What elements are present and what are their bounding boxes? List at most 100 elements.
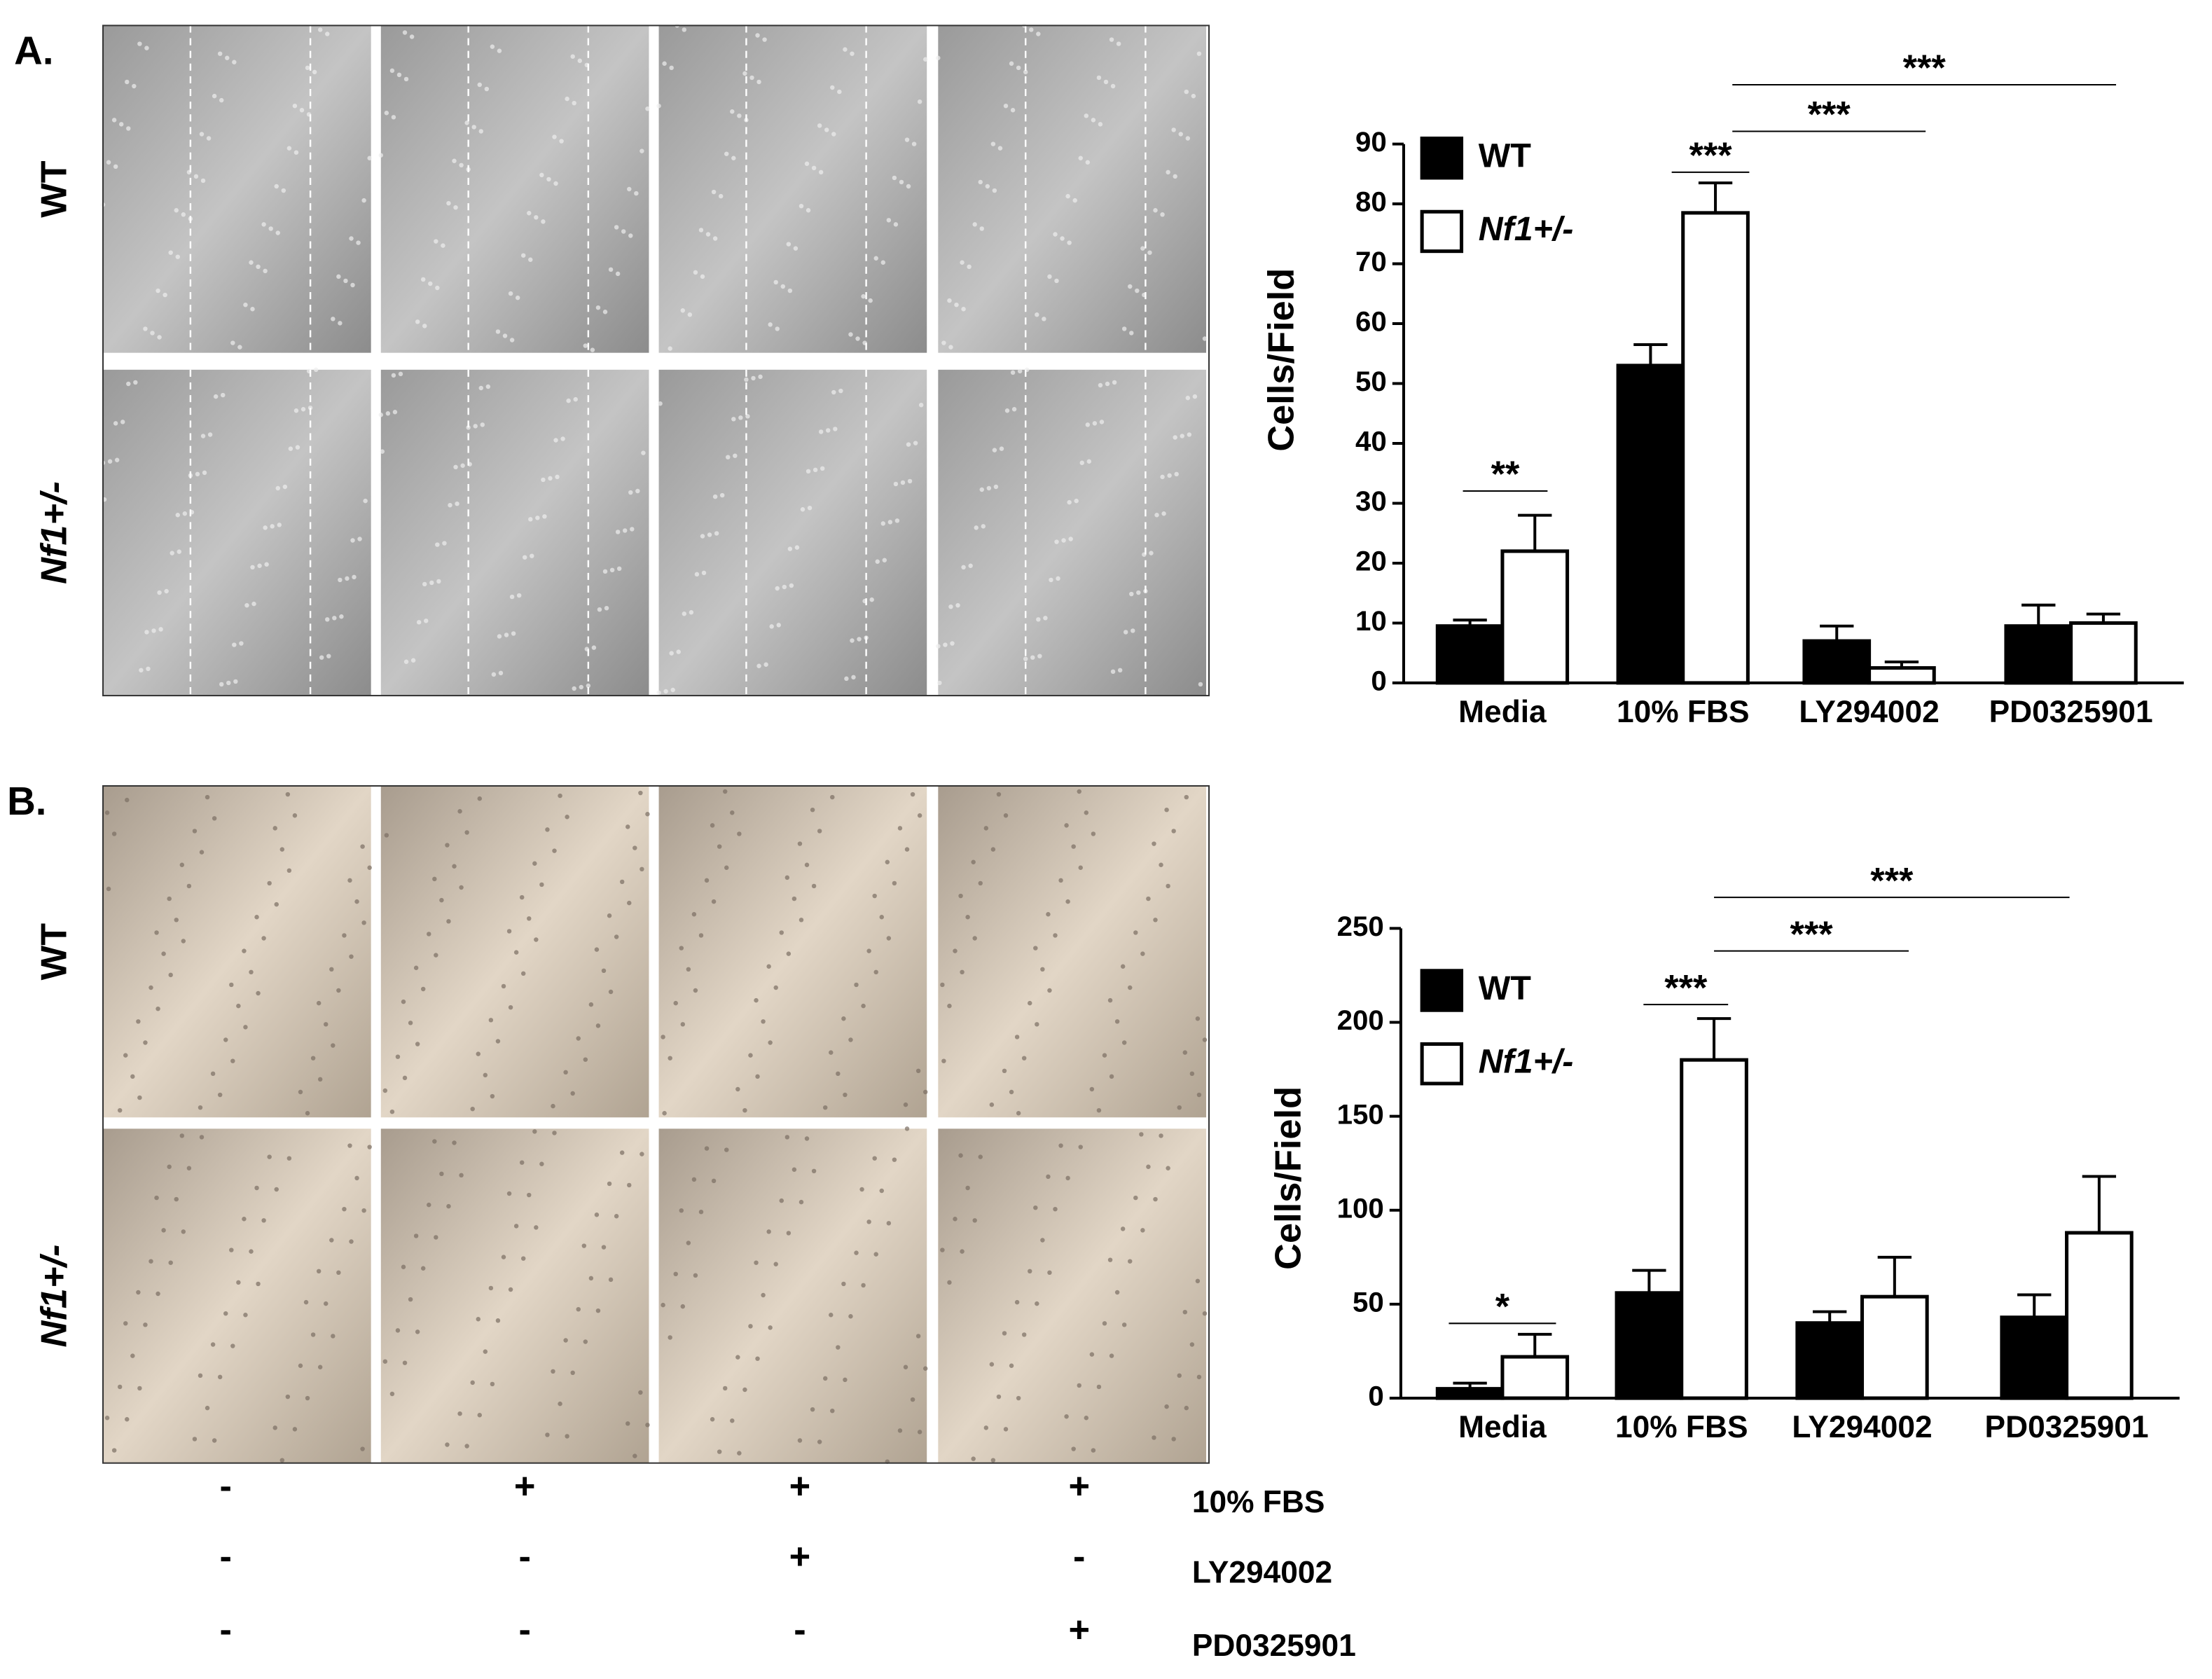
cell xyxy=(775,586,780,591)
cell xyxy=(591,645,597,650)
cell xyxy=(595,1023,601,1028)
cell xyxy=(1065,1175,1070,1181)
cell xyxy=(602,310,608,315)
cell xyxy=(838,388,843,394)
cell xyxy=(552,1131,557,1135)
cell xyxy=(292,103,298,109)
cell xyxy=(225,55,230,60)
cell xyxy=(837,89,842,95)
cell xyxy=(125,79,130,85)
cell xyxy=(319,655,324,660)
cell xyxy=(1023,69,1028,75)
cell xyxy=(181,939,186,944)
y-tick-label: 0 xyxy=(1368,1381,1383,1412)
cell xyxy=(1035,1301,1039,1306)
cell xyxy=(915,1334,921,1339)
cell xyxy=(807,505,813,511)
cell xyxy=(570,1091,575,1096)
cell xyxy=(192,1437,198,1442)
cell xyxy=(254,1185,259,1191)
cell xyxy=(576,1306,581,1312)
cell xyxy=(477,1413,482,1418)
cell xyxy=(616,566,622,572)
cell xyxy=(303,1299,309,1305)
cell xyxy=(897,826,903,831)
cell xyxy=(534,937,539,942)
cell xyxy=(497,634,502,639)
cell xyxy=(941,340,946,345)
bar xyxy=(1802,639,1872,685)
cell xyxy=(773,985,778,990)
cell xyxy=(730,109,735,114)
cell xyxy=(622,528,628,533)
cell xyxy=(686,1241,691,1245)
cell xyxy=(1189,1071,1195,1077)
cell xyxy=(1147,250,1152,255)
cell xyxy=(971,859,976,864)
cell xyxy=(1173,174,1177,179)
cell xyxy=(936,644,941,649)
cell xyxy=(1099,420,1105,424)
cell xyxy=(546,177,551,182)
cell xyxy=(401,1264,406,1269)
y-tick-label: 100 xyxy=(1337,1192,1384,1224)
cell xyxy=(787,546,793,551)
cell xyxy=(1109,37,1114,42)
cell xyxy=(200,434,206,438)
cell xyxy=(1191,93,1196,99)
cell xyxy=(607,1181,612,1187)
cell xyxy=(936,55,941,60)
cell xyxy=(586,683,591,689)
cell xyxy=(520,253,526,258)
cell xyxy=(968,563,973,569)
cell xyxy=(168,1260,173,1265)
cell xyxy=(869,597,874,602)
cell xyxy=(841,1016,846,1021)
cell xyxy=(519,894,525,900)
cell xyxy=(829,1313,834,1318)
cell xyxy=(899,179,904,185)
cell xyxy=(1146,1164,1151,1169)
cell xyxy=(286,1156,292,1161)
cell xyxy=(799,203,804,209)
cell xyxy=(799,918,804,923)
cell xyxy=(136,1290,141,1295)
cell xyxy=(830,1408,835,1414)
cell xyxy=(324,1301,329,1306)
legend-swatch xyxy=(1420,137,1464,180)
cell xyxy=(352,574,357,580)
cell xyxy=(148,985,153,990)
bar xyxy=(2065,1231,2134,1400)
panel-label: A. xyxy=(14,29,53,73)
cell xyxy=(986,485,992,491)
cell xyxy=(495,1039,501,1044)
cell xyxy=(250,565,255,570)
cell xyxy=(300,406,306,412)
cell xyxy=(698,228,704,233)
cell xyxy=(628,233,633,238)
cell xyxy=(292,1427,298,1432)
cell xyxy=(1091,118,1096,123)
cell xyxy=(542,514,547,519)
cell xyxy=(219,97,224,103)
cell xyxy=(441,243,445,248)
cell xyxy=(439,1171,444,1177)
cell xyxy=(361,198,366,203)
cell xyxy=(712,236,718,241)
cell xyxy=(1164,1404,1169,1409)
cell xyxy=(520,1256,526,1261)
cell xyxy=(1105,381,1110,387)
cell xyxy=(614,225,619,230)
bar xyxy=(1860,1294,1929,1400)
cell xyxy=(691,912,697,917)
cell xyxy=(861,293,866,299)
cell xyxy=(993,484,999,490)
cell xyxy=(965,915,970,920)
cell xyxy=(701,570,707,576)
cell xyxy=(161,1228,166,1233)
cell xyxy=(680,308,686,313)
cell xyxy=(762,37,767,42)
cell xyxy=(638,790,643,796)
cell xyxy=(848,1037,853,1042)
cell xyxy=(773,1262,778,1266)
